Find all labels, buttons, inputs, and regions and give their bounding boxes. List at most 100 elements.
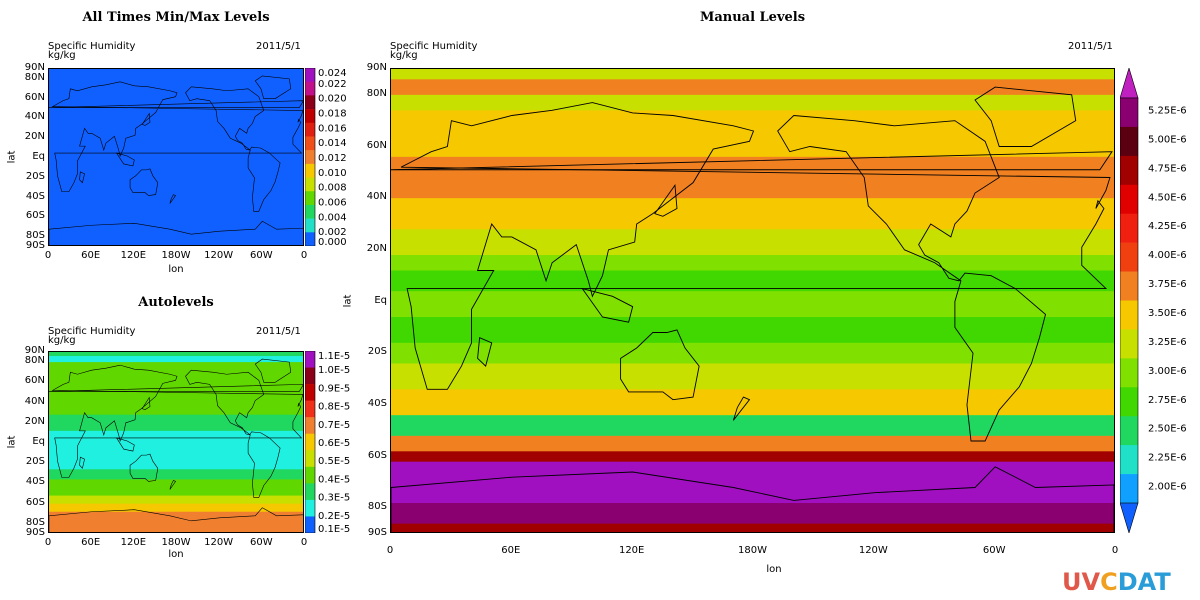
colorbar-label: 5.00E-6 <box>1148 134 1187 145</box>
heatmap-band <box>49 430 303 470</box>
x-tick-label: 60E <box>81 250 101 261</box>
colorbar-swatch <box>1120 155 1138 186</box>
y-tick-label: 60S <box>25 210 45 222</box>
heatmap-band <box>391 156 1114 199</box>
colorbar-label: 0.000 <box>318 237 347 246</box>
logo-part: DAT <box>1117 568 1171 596</box>
colorbar-swatch <box>305 433 315 451</box>
colorbar-swatch <box>1120 329 1138 359</box>
x-axis-label: lon <box>766 564 782 575</box>
y-tick-label: Eq <box>32 436 45 447</box>
heatmap-band <box>49 479 303 497</box>
y-tick-label: 40S <box>25 190 45 202</box>
colorbar-label: 0.018 <box>318 109 347 120</box>
x-tick-label: 180W <box>738 545 767 556</box>
heatmap-band <box>391 198 1114 230</box>
y-tick-label: 80S <box>367 501 387 513</box>
colorbar-swatch <box>1120 271 1138 301</box>
coastline <box>79 171 85 184</box>
logo-globe-icon: C <box>1100 568 1118 596</box>
x-tick-label: 120W <box>204 537 234 548</box>
colorbar-swatch <box>305 95 315 110</box>
y-tick-label: 90S <box>25 240 45 251</box>
colorbar-swatch <box>1120 98 1138 128</box>
chart-title: Manual Levels <box>699 10 806 25</box>
heatmap-band <box>391 503 1114 525</box>
y-tick-label: 80N <box>366 87 387 99</box>
y-tick-label: 20N <box>24 131 45 143</box>
heatmap-band <box>49 503 303 513</box>
colorbar-swatch <box>305 516 315 533</box>
heatmap-band <box>391 69 1114 80</box>
chart-title: All Times Min/Max Levels <box>82 10 270 25</box>
colorbar-swatch <box>305 122 315 137</box>
colorbar-label: 3.50E-6 <box>1148 308 1187 319</box>
y-tick-label: 90N <box>24 62 45 73</box>
colorbar-label: 0.1E-5 <box>318 524 350 533</box>
x-tick-label: 120E <box>618 545 645 556</box>
coastline <box>115 437 135 452</box>
coastline <box>185 369 281 498</box>
colorbar: 1.1E-5 1.0E-5 0.9E-5 0.8E-5 0.7E-5 0.6E-5 0.5E… <box>305 351 379 533</box>
y-tick-label: 40S <box>25 476 45 488</box>
variable-label: Specific Humidity <box>390 41 478 52</box>
colorbar-label: 1.0E-5 <box>318 365 350 376</box>
units-label: kg/kg <box>48 50 76 61</box>
y-tick-label: 80S <box>25 516 45 528</box>
colorbar-label: 4.25E-6 <box>1148 221 1187 232</box>
colorbar-swatch <box>1120 416 1138 446</box>
colorbar-label: 4.00E-6 <box>1148 250 1187 261</box>
x-tick-label: 0 <box>386 545 394 556</box>
x-tick-label: 120W <box>204 250 234 261</box>
colorbar-swatch <box>305 204 315 219</box>
y-tick-label: 60N <box>24 91 45 103</box>
y-tick-label: 40S <box>367 397 387 409</box>
colorbar-svg: 5.25E-6 5.00E-6 4.75E-6 4.50E-6 4.25E-6 4.00E… <box>1120 68 1187 533</box>
x-axis-label: lon <box>168 264 184 275</box>
colorbar-swatch <box>305 109 315 124</box>
colorbar-swatch <box>305 483 315 501</box>
x-tick-label: 120E <box>120 537 147 548</box>
x-tick-label: 180W <box>161 250 191 261</box>
colorbar-label: 2.50E-6 <box>1148 424 1187 435</box>
x-tick-label: 0 <box>300 537 308 548</box>
x-tick-label: 180W <box>161 537 191 548</box>
colorbar: 5.25E-6 5.00E-6 4.75E-6 4.50E-6 4.25E-6 4.00E… <box>1120 68 1200 533</box>
colorbar-label: 3.00E-6 <box>1148 366 1187 377</box>
coastline <box>974 86 1077 147</box>
colorbar-label: 0.7E-5 <box>318 420 350 431</box>
heatmap-band <box>49 356 303 363</box>
colorbar-label: 2.25E-6 <box>1148 453 1187 464</box>
heatmap-svg <box>391 69 1114 532</box>
x-tick-label: 60E <box>501 545 521 556</box>
colorbar-label: 0.020 <box>318 94 347 105</box>
colorbar: 0.024 0.022 0.020 0.018 0.016 0.014 0.012 0.010… <box>305 68 379 246</box>
colorbar-swatch <box>1120 445 1138 475</box>
coastline <box>49 220 303 245</box>
y-tick-label: 20N <box>24 415 45 427</box>
coastline <box>129 453 159 482</box>
coastline <box>141 396 151 410</box>
colorbar-swatch <box>1120 242 1138 272</box>
y-tick-label: Eq <box>32 151 45 162</box>
coastline <box>400 102 1111 390</box>
y-tick-label: 60S <box>367 449 387 461</box>
colorbar-swatch <box>305 351 315 368</box>
y-axis-label: lat <box>6 150 18 164</box>
coastline <box>254 75 292 99</box>
heatmap-band <box>391 363 1114 390</box>
colorbar-label: 0.6E-5 <box>318 438 350 449</box>
heatmap-band <box>49 511 303 532</box>
colorbar-label: 4.50E-6 <box>1148 192 1187 203</box>
map-area <box>390 68 1115 533</box>
date-label: 2011/5/1 <box>1068 41 1113 52</box>
heatmap-band <box>49 362 303 416</box>
colorbar-swatch <box>305 450 315 468</box>
units-label: kg/kg <box>48 335 76 346</box>
heatmap-band <box>391 523 1114 532</box>
colorbar-swatch <box>1120 184 1138 215</box>
colorbar-label: 0.008 <box>318 183 347 194</box>
colorbar-label: 0.016 <box>318 123 347 134</box>
coastline <box>391 151 1113 171</box>
coastline <box>49 507 303 532</box>
